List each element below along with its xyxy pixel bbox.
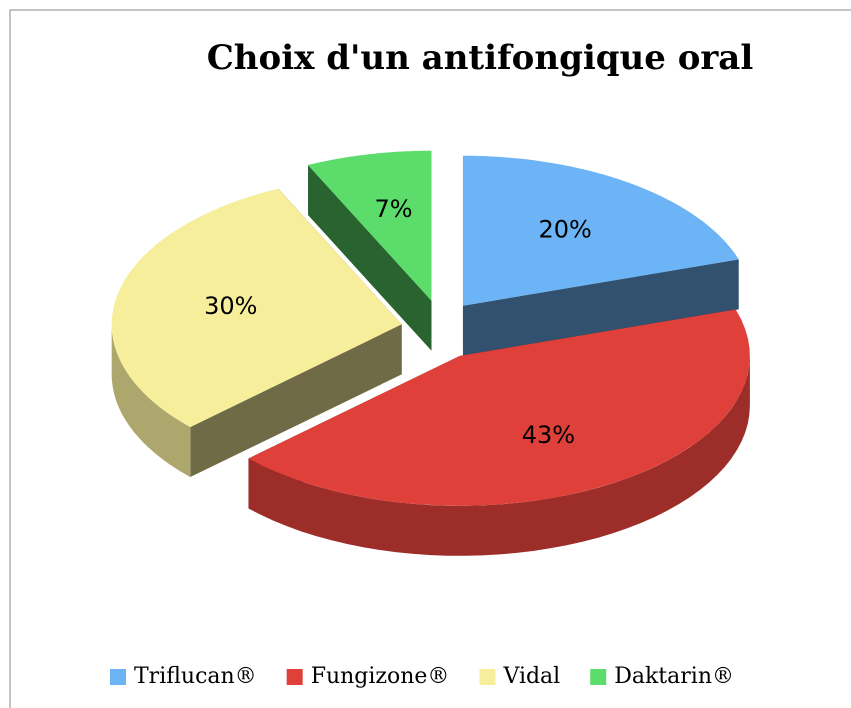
slice — [308, 150, 432, 351]
legend-swatch — [590, 669, 607, 685]
legend-swatch — [286, 669, 303, 685]
legend-swatch — [110, 669, 126, 685]
slice — [248, 309, 750, 556]
legend-label: Triflucan® — [134, 664, 257, 689]
slice-top — [462, 155, 739, 306]
data-label: 20% — [539, 215, 592, 243]
slice-side — [111, 324, 191, 478]
slice-top — [111, 188, 402, 428]
legend-label: Fungizone® — [311, 664, 450, 689]
slice-side — [248, 355, 750, 556]
slice-cut-face — [462, 259, 739, 356]
slice-cut-face — [308, 164, 432, 351]
data-label: 43% — [522, 421, 575, 449]
frame — [9, 9, 851, 708]
legend-label: Vidal — [502, 664, 560, 689]
legend-swatch — [479, 669, 496, 685]
data-label: 30% — [204, 292, 257, 320]
legend-label: Daktarin® — [614, 664, 734, 689]
slice-cut-face — [190, 324, 402, 478]
slice-top — [248, 309, 750, 506]
data-label: 7% — [374, 195, 412, 223]
slice-top — [308, 150, 432, 301]
slice — [111, 188, 402, 478]
slice — [462, 155, 739, 356]
chart-title: Choix d'un antifongique oral — [207, 38, 754, 78]
